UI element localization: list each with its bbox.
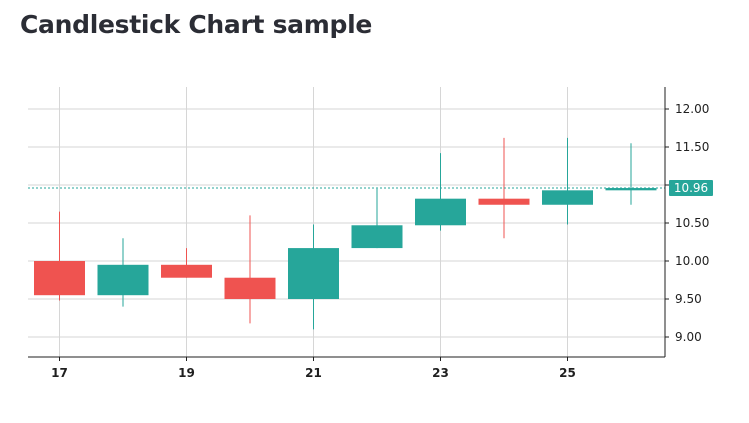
y-tick-label: 11.50	[675, 140, 709, 154]
candle-body	[161, 264, 212, 278]
x-tick-label: 17	[51, 366, 68, 380]
last-value-label: 10.96	[674, 181, 708, 195]
x-tick-label: 25	[559, 366, 576, 380]
candle-body	[97, 264, 149, 296]
candle-body	[478, 198, 530, 205]
y-tick-label: 10.00	[675, 254, 709, 268]
axes	[28, 87, 669, 361]
last-value-badge	[669, 180, 713, 197]
candle-body	[415, 198, 466, 226]
candle-body	[605, 188, 657, 191]
grid-lines	[28, 87, 665, 357]
x-tick-label: 21	[305, 366, 322, 380]
candle-body	[288, 248, 339, 299]
y-tick-label: 10.50	[675, 216, 709, 230]
candle-body	[542, 190, 593, 205]
y-tick-label: 12.00	[675, 102, 709, 116]
candle-body	[34, 261, 85, 296]
candle-body	[224, 277, 276, 299]
x-tick-label: 23	[432, 366, 449, 380]
tick-labels: 9.009.5010.0010.5011.0011.5012.001719212…	[51, 102, 713, 380]
y-tick-label: 9.50	[675, 292, 702, 306]
page-title: Candlestick Chart sample	[20, 10, 373, 39]
x-tick-label: 19	[178, 366, 195, 380]
y-tick-label: 9.00	[675, 330, 702, 344]
candles	[34, 137, 657, 330]
candle-body	[351, 225, 403, 249]
